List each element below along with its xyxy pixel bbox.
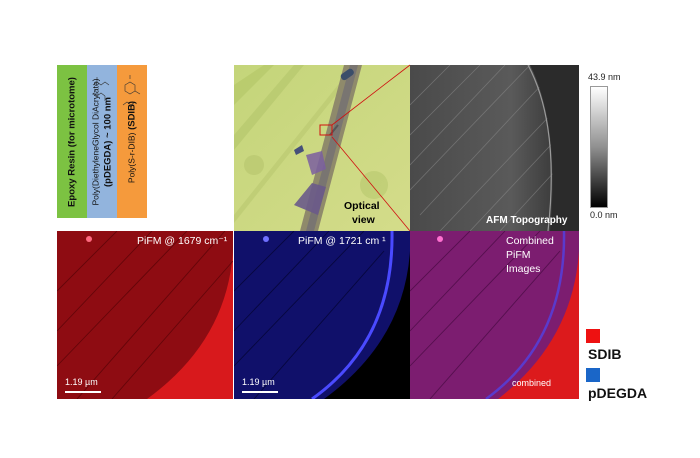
sdib-legend-label: SDIB: [588, 346, 622, 362]
afm-image: [410, 65, 579, 231]
pifm-1721-label: PiFM @ 1721 cm ¹: [298, 235, 386, 247]
scale-bar-1: [65, 391, 101, 393]
optical-view-panel: Optical view: [234, 65, 410, 231]
height-colorbar: [590, 86, 608, 208]
scale-bar-2: [242, 391, 278, 393]
combined-panel: Combined PiFM Images combined: [410, 231, 579, 399]
pifm-1679-panel: PiFM @ 1679 cm⁻¹ 1.19 µm: [57, 231, 233, 399]
pdegda-strip: Poly(DiethyleneGlycol DiAcrylate) (pDEGD…: [87, 65, 117, 218]
optical-label-line1: Optical: [344, 200, 380, 212]
epoxy-resin-strip: Epoxy Resin (for microtome): [57, 65, 87, 218]
optical-image: [234, 65, 410, 231]
pdegda-legend-label: pDEGDA: [588, 385, 648, 401]
pdegda-structure: [92, 77, 110, 101]
pifm-1679-image: [57, 231, 233, 399]
sdib-swatch: [586, 329, 600, 343]
sdib-strip: Poly(S-r-DIB) (SDIB): [117, 65, 147, 218]
sdib-structure: [122, 75, 141, 106]
combined-label-line2: PiFM: [506, 249, 531, 261]
scale-bar-label-2: 1.19 µm: [242, 377, 275, 387]
scale-bar-label-1: 1.19 µm: [65, 377, 98, 387]
colorbar-max: 43.9 nm: [588, 72, 621, 82]
pifm-1721-panel: PiFM @ 1721 cm ¹ 1.19 µm: [234, 231, 410, 399]
afm-label: AFM Topography: [486, 215, 568, 226]
afm-topography-panel: AFM Topography: [410, 65, 579, 231]
combined-label-line3: Images: [506, 263, 541, 275]
pdegda-swatch: [586, 368, 600, 382]
pifm-1721-image: [234, 231, 410, 399]
colorbar-min: 0.0 nm: [590, 210, 618, 220]
pifm-1679-label: PiFM @ 1679 cm⁻¹: [137, 235, 228, 247]
optical-label-line2: view: [352, 214, 375, 226]
combined-label-line1: Combined: [506, 235, 554, 247]
combined-image: [410, 231, 579, 399]
combined-bottom-label: combined: [512, 378, 552, 388]
